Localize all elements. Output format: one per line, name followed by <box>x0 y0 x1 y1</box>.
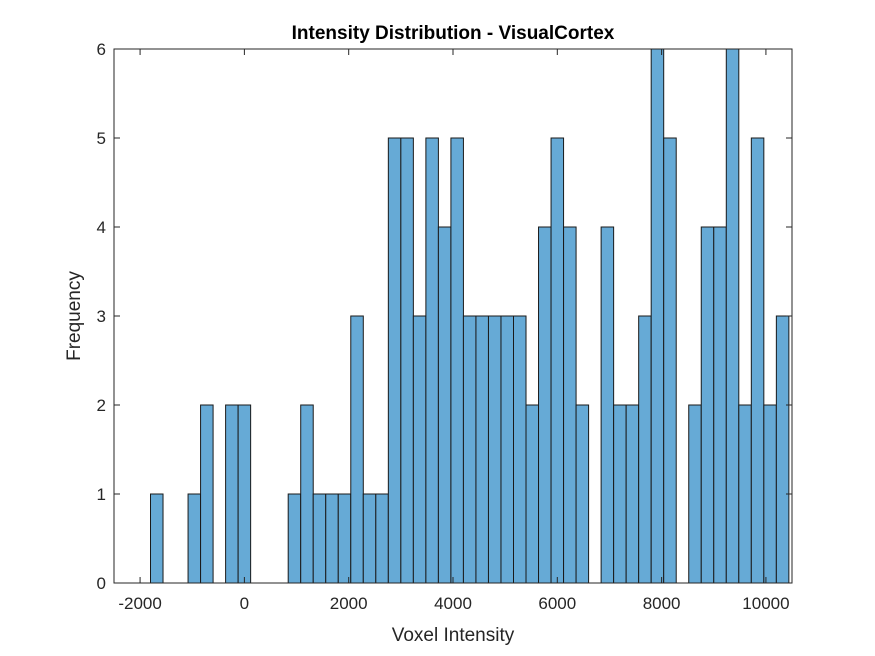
x-tick-label: 2000 <box>330 594 368 613</box>
histogram-bar <box>713 226 727 584</box>
histogram-bar <box>237 404 252 584</box>
histogram-bar <box>663 137 677 584</box>
y-axis-label: Frequency <box>64 271 85 361</box>
histogram-bar <box>625 404 640 584</box>
histogram-bar <box>462 315 477 584</box>
y-tick-label: 3 <box>97 307 106 326</box>
histogram-bar <box>375 493 389 584</box>
histogram-bar <box>775 315 790 584</box>
histogram-bar <box>362 493 377 584</box>
histogram-bar <box>350 315 364 584</box>
histogram-bar <box>550 137 565 584</box>
histogram-bar <box>412 315 427 584</box>
x-tick-label: 8000 <box>643 594 681 613</box>
y-tick-label: 4 <box>97 218 106 237</box>
histogram-bar <box>700 226 715 584</box>
x-tick-label: -2000 <box>118 594 161 613</box>
histogram-bar <box>638 315 652 584</box>
histogram-bar <box>475 315 489 584</box>
histogram-bar <box>575 404 590 584</box>
histogram-bar <box>688 404 702 584</box>
histogram-bar <box>525 404 540 584</box>
x-tick-label: 0 <box>240 594 249 613</box>
histogram-bar <box>425 137 439 584</box>
y-tick-label: 5 <box>97 129 106 148</box>
histogram-bar <box>750 137 765 584</box>
y-tick-label: 0 <box>97 574 106 593</box>
histogram-bar <box>763 404 777 584</box>
x-tick-label: 6000 <box>538 594 576 613</box>
histogram-bar <box>725 48 740 584</box>
histogram-bar <box>187 493 202 584</box>
histogram-bar <box>300 404 314 584</box>
histogram-bar <box>500 315 514 584</box>
histogram-bar <box>450 137 464 584</box>
histogram-bar <box>200 404 214 584</box>
x-axis-label: Voxel Intensity <box>392 625 515 646</box>
histogram-bar <box>563 226 577 584</box>
histogram-bar <box>437 226 452 584</box>
histogram-bar <box>400 137 414 584</box>
x-ticks-group: -2000 0 2000 4000 6000 8000 10000 <box>118 49 790 613</box>
x-tick-label: 10000 <box>742 594 789 613</box>
y-tick-label: 2 <box>97 396 106 415</box>
histogram-bar <box>312 493 327 584</box>
histogram-bar <box>613 404 627 584</box>
histogram-bar <box>487 315 502 584</box>
histogram-bar <box>512 315 527 584</box>
x-tick-label: 4000 <box>434 594 472 613</box>
y-tick-label: 6 <box>97 40 106 59</box>
y-tick-label: 1 <box>97 485 106 504</box>
chart-title: Intensity Distribution - VisualCortex <box>292 23 615 44</box>
histogram-bar <box>650 48 665 584</box>
histogram-bar <box>600 226 615 584</box>
y-ticks-group: 0 1 2 3 4 5 6 <box>97 40 792 593</box>
bars-group <box>150 48 790 584</box>
histogram-bar <box>538 226 552 584</box>
histogram-bar <box>325 493 339 584</box>
histogram-bar <box>738 404 752 584</box>
histogram-bar <box>337 493 352 584</box>
histogram-bar <box>287 493 302 584</box>
histogram-bar <box>387 137 402 584</box>
histogram-bar <box>225 404 239 584</box>
histogram-bar <box>150 493 164 584</box>
